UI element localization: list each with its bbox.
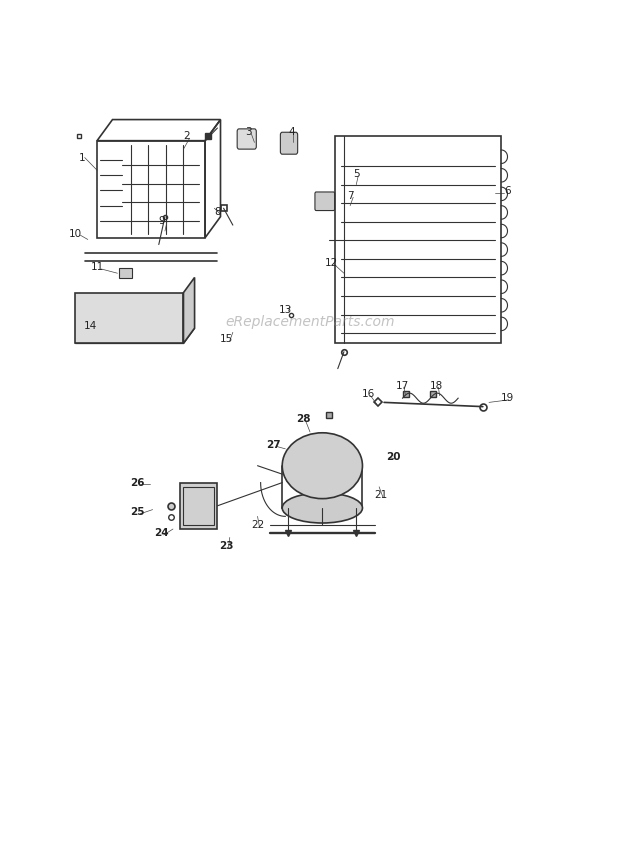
Text: 13: 13: [278, 305, 292, 314]
Ellipse shape: [282, 433, 363, 499]
Text: 25: 25: [130, 507, 144, 518]
Text: 6: 6: [504, 186, 511, 197]
Bar: [118, 268, 132, 279]
Bar: [335, 136, 502, 343]
Text: 27: 27: [265, 440, 280, 450]
Text: 26: 26: [130, 478, 144, 488]
Text: 28: 28: [296, 414, 311, 424]
Text: 24: 24: [154, 529, 169, 538]
Text: 3: 3: [245, 127, 252, 137]
Polygon shape: [76, 293, 184, 343]
Text: 17: 17: [396, 380, 409, 390]
Text: 5: 5: [353, 169, 360, 180]
Ellipse shape: [282, 493, 363, 523]
Text: 16: 16: [362, 389, 375, 399]
Text: 11: 11: [91, 263, 104, 273]
Polygon shape: [76, 328, 195, 343]
FancyBboxPatch shape: [237, 129, 256, 149]
Text: 8: 8: [214, 208, 221, 218]
FancyBboxPatch shape: [315, 192, 335, 211]
Text: eReplacementParts.com: eReplacementParts.com: [225, 315, 395, 329]
Bar: [180, 483, 218, 529]
FancyBboxPatch shape: [280, 132, 298, 154]
Text: 20: 20: [386, 452, 401, 462]
Text: 21: 21: [374, 490, 388, 501]
Text: 14: 14: [84, 321, 97, 331]
Text: 19: 19: [501, 393, 514, 403]
Polygon shape: [184, 278, 195, 343]
Text: 15: 15: [220, 334, 233, 344]
Text: 10: 10: [69, 229, 82, 239]
Text: 23: 23: [219, 541, 234, 551]
Text: 2: 2: [184, 131, 190, 141]
Bar: [184, 487, 215, 525]
Text: 22: 22: [251, 520, 264, 530]
Text: 4: 4: [288, 127, 294, 137]
Text: 1: 1: [78, 152, 85, 163]
Text: 7: 7: [347, 191, 353, 201]
Text: 12: 12: [325, 258, 339, 268]
Text: 18: 18: [430, 380, 443, 390]
Text: 9: 9: [159, 216, 165, 226]
